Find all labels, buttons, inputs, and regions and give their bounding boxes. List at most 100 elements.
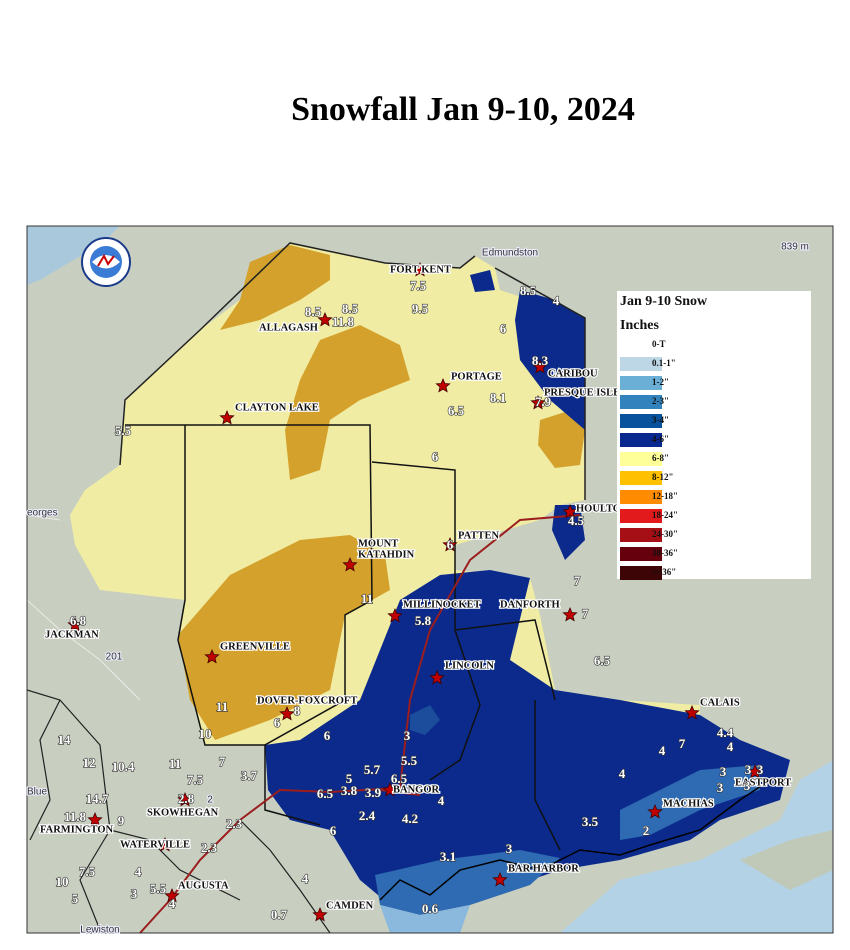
snow-amount: 2.8 (178, 791, 195, 806)
snow-amount: 3.7 (241, 768, 258, 783)
legend-items: 0-T 0.1-1" 1-2" 2-3" 3-4" 4-6" 6-8" 8-12" 12-18"… (620, 338, 678, 580)
basemap-label: Blue (27, 787, 47, 798)
snow-amount: 4.4 (717, 725, 734, 740)
city-name: EASTPORT (735, 777, 791, 788)
county-border (125, 424, 373, 826)
snow-amount: 9 (118, 813, 125, 828)
road (27, 514, 141, 701)
snow-amount: 4 (302, 871, 309, 886)
legend-label: 6-8" (652, 453, 669, 463)
city-name: PORTAGE (451, 371, 502, 382)
snow-amount: 0.7 (271, 907, 288, 922)
legend-swatch (620, 566, 662, 580)
snow-amount: 8.5 (305, 304, 322, 319)
city-marker (279, 705, 295, 721)
map-frame (26, 225, 834, 934)
city-name: WATERVILLE (120, 839, 190, 850)
snow-amount: 11.8 (64, 809, 87, 824)
snow-3-4 (410, 705, 440, 735)
snow-amount: 11 (216, 699, 228, 714)
snow-amount: 7.5 (187, 772, 204, 787)
snow-amount: 6.5 (448, 403, 465, 418)
snow-4-6 (552, 505, 585, 560)
snow-amount: 4 (135, 864, 142, 879)
snow-amount: 7 (219, 754, 226, 769)
city-name: MILLINOCKET (403, 599, 481, 610)
legend-label: 30-36" (652, 548, 678, 558)
legend-label: 0.1-1" (652, 358, 676, 368)
snow-amount: 6.8 (70, 613, 87, 628)
legend-label: 18-24" (652, 510, 678, 520)
city-name: DOVER-FOXCROFT (257, 695, 357, 706)
city-name: BANGOR (393, 784, 440, 795)
city-name: JACKMAN (45, 629, 99, 640)
legend-swatch (620, 509, 662, 523)
snow-amount: 6 (274, 715, 281, 730)
legend-swatch (620, 471, 662, 485)
snow-amount: 4 (619, 766, 626, 781)
legend-swatch (620, 357, 662, 371)
legend-swatch (620, 433, 662, 447)
city-marker (647, 803, 663, 819)
city-marker (67, 616, 83, 632)
city-marker (87, 811, 103, 827)
city-name: FORT KENT (390, 264, 451, 275)
snow-amount: 3 (131, 886, 138, 901)
legend-swatch (620, 490, 662, 504)
snow-amount: 11.8 (332, 314, 355, 329)
snow-amount: 11 (361, 591, 373, 606)
snow-amount: 6 (500, 321, 507, 336)
legend-label: >=36" (652, 567, 676, 577)
city-name: GREENVILLE (220, 641, 290, 652)
city-name: MOUNT (358, 538, 398, 549)
ocean (560, 760, 833, 933)
snow-amount: 6 (324, 728, 331, 743)
city-marker (204, 648, 220, 664)
city-name: CLAYTON LAKE (235, 402, 319, 413)
county-border (27, 689, 331, 933)
city-marker (387, 607, 403, 623)
snow-amount: 3 (404, 728, 411, 743)
snow-amount: 3 (506, 841, 513, 856)
city-marker (157, 836, 173, 852)
legend-label: 12-18" (652, 491, 678, 501)
city-marker (317, 311, 333, 327)
city-marker (442, 536, 458, 552)
city-name: SKOWHEGAN (147, 807, 219, 818)
snow-8-12 (178, 535, 390, 740)
city-marker (164, 887, 180, 903)
snow-amount: 5.7 (364, 762, 381, 777)
nws-logo (81, 237, 131, 287)
city-marker (532, 358, 548, 374)
city-name: CARIBOU (548, 368, 598, 379)
legend-label: 2-3" (652, 396, 669, 406)
snow-amount: 7.5 (79, 864, 96, 879)
city-name: KATAHDIN (358, 549, 415, 560)
snow-amount: 8 (294, 703, 301, 718)
snow-amount: 7 (679, 736, 686, 751)
snow-amount: 3 (744, 778, 751, 793)
snow-amount: 5.5 (115, 423, 132, 438)
city-marker (747, 763, 763, 779)
snow-amount: 5 (346, 771, 353, 786)
snow-amount: 6.5 (317, 786, 334, 801)
city-marker (562, 503, 578, 519)
snow-amount: 3 (757, 762, 764, 777)
snow-amount: 10 (56, 874, 69, 889)
snow-amount: 6 (432, 449, 439, 464)
city-name: HOULTON (576, 503, 629, 514)
map-title: Snowfall Jan 9-10, 2024 (291, 91, 635, 128)
snow-amount: 14 (58, 732, 72, 747)
snow-amount: 6 (330, 823, 337, 838)
city-marker (312, 906, 328, 922)
snow-amount: 3.5 (582, 814, 599, 829)
city-name: BAR HARBOR (508, 863, 579, 874)
city-marker (382, 781, 398, 797)
snow-amount: 0.6 (422, 901, 439, 916)
snow-4-6 (515, 290, 585, 430)
city-marker (429, 669, 445, 685)
snow-amount: 3 (720, 764, 727, 779)
snow-amount: 3 (745, 762, 752, 777)
snow-2-3 (620, 765, 760, 840)
